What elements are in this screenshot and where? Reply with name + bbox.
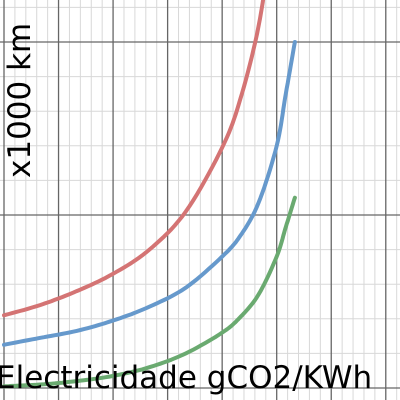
y-axis-label: x1000 km [2,23,38,178]
series-line-1 [2,0,266,318]
series-layer [2,0,297,389]
series-line-2 [2,40,297,347]
x-axis-label: Electricidade gCO2/KWh [0,360,372,396]
series-line-3 [2,195,297,389]
